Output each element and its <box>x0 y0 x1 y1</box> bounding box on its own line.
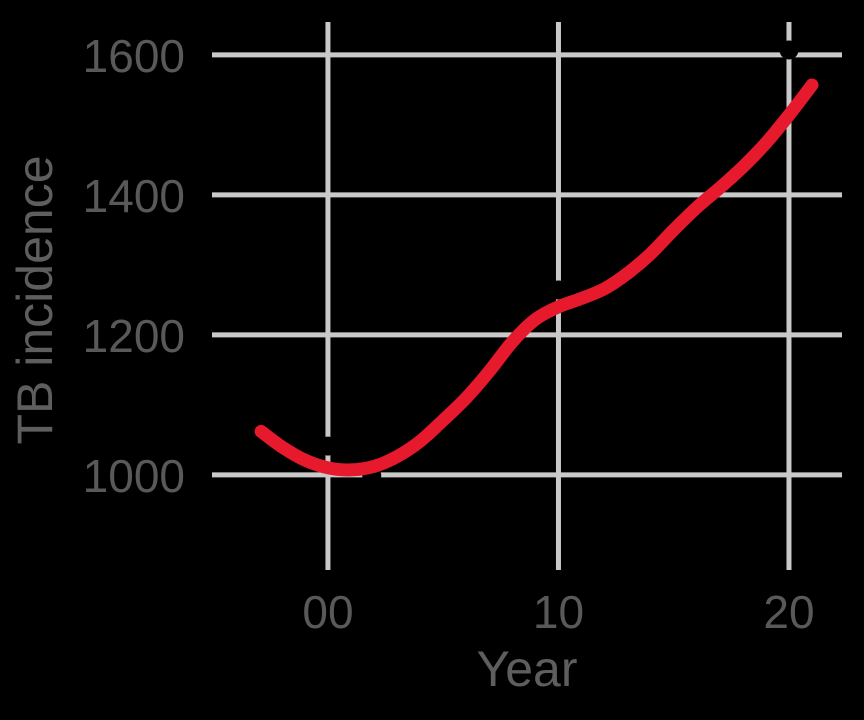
x-axis-title: Year <box>476 641 577 697</box>
grid-layer <box>212 22 842 570</box>
y-axis-title: TB incidence <box>7 155 63 444</box>
x-tick-label-00: 00 <box>302 586 353 638</box>
x-tick-label-20: 20 <box>763 586 814 638</box>
data-point <box>548 280 568 300</box>
smooth-trend-line <box>254 78 819 477</box>
smooth-line-layer <box>254 78 819 477</box>
y-tick-label-1000: 1000 <box>83 450 185 502</box>
x-tick-label-10: 10 <box>533 586 584 638</box>
scatter-point-layer <box>318 40 799 486</box>
y-tick-label-1400: 1400 <box>83 170 185 222</box>
y-tick-label-1600: 1600 <box>83 30 185 82</box>
data-point <box>318 436 338 456</box>
tick-label-layer: 1000 1200 1400 1600 00 10 20 <box>83 30 815 638</box>
data-point <box>779 40 799 60</box>
y-tick-label-1200: 1200 <box>83 310 185 362</box>
